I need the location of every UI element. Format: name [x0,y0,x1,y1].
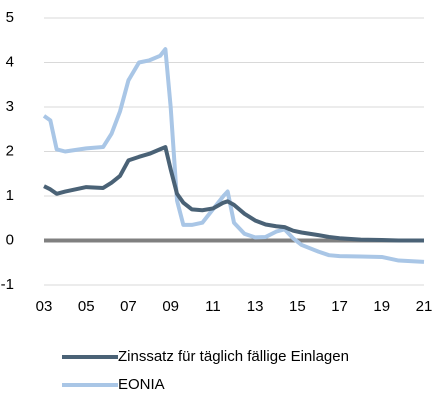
y-tick-label: 0 [6,231,14,248]
y-tick-label: 3 [6,98,14,115]
x-tick-label: 09 [162,298,179,315]
legend-label: Zinssatz für täglich fällige Einlagen [118,348,349,365]
series-line [42,47,425,264]
y-tick-label: -1 [1,276,14,293]
x-tick-label: 03 [36,298,53,315]
x-tick-label: 21 [416,298,433,315]
legend-label: EONIA [118,376,165,393]
x-tick-label: 11 [205,298,221,315]
y-tick-label: 5 [6,9,14,26]
x-tick-label: 15 [289,298,306,315]
x-tick-label: 17 [331,298,348,315]
x-tick-label: 19 [373,298,390,315]
series-line [43,145,424,243]
x-tick-label: 13 [247,298,264,315]
y-tick-label: 4 [6,53,14,70]
x-tick-label: 05 [78,298,95,315]
x-tick-label: 07 [120,298,137,315]
y-tick-label: 2 [6,142,14,159]
y-tick-label: 1 [6,187,14,204]
